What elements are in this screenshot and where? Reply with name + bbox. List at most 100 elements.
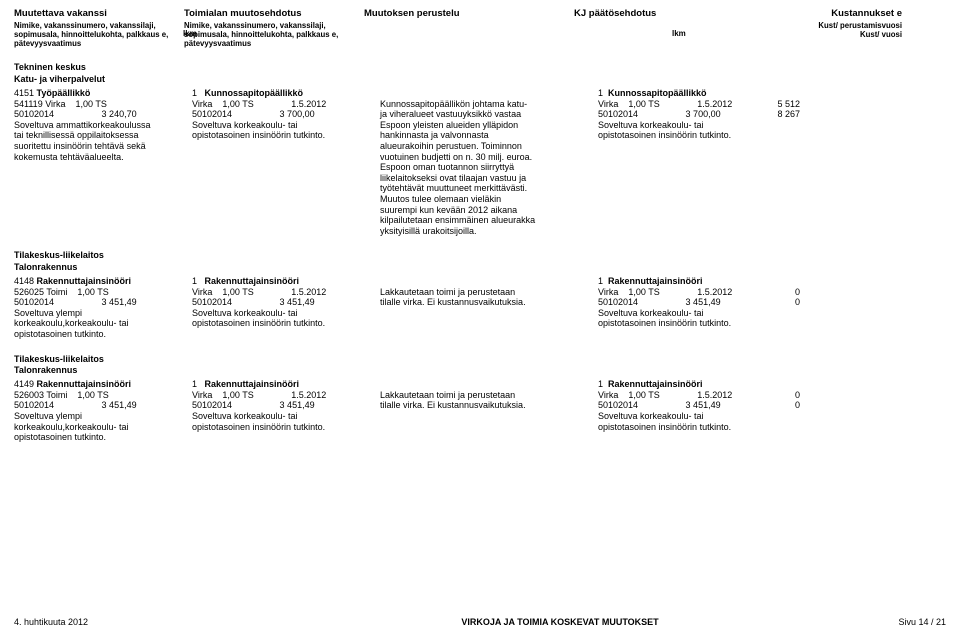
sub-c1b: sopimusala, hinnoittelukohta, palkkaus e…: [14, 30, 184, 39]
rec1-c13: yksityisillä urakoitsijoilla.: [380, 226, 590, 237]
record-1: 4151 Työpäällikkö 541119 Virka 1,00 TS 5…: [14, 88, 946, 237]
rec1-id: 4151: [14, 88, 37, 98]
rec3-c2: tilalle virka. Ei kustannusvaikutuksia.: [380, 400, 590, 411]
rec1-col4: 1 Kunnossapitopäällikkö Virka 1,00 TS 1.…: [598, 88, 750, 237]
rec1-b3: Soveltuva korkeakoulu- tai: [192, 120, 372, 131]
rec2-col1: 4148 Rakennuttajainsinööri 526025 Toimi …: [14, 276, 192, 340]
rec2-c1: Lakkautetaan toimi ja perustetaan: [380, 287, 590, 298]
rec2-e1: 0: [750, 287, 800, 298]
rec3-id: 4149: [14, 379, 37, 389]
rec2-a2: 526025 Toimi 1,00 TS: [14, 287, 184, 298]
sub-c5b: Kust/ vuosi: [722, 30, 908, 39]
rec3-col4: 1 Rakennuttajainsinööri Virka 1,00 TS 1.…: [598, 379, 750, 443]
rec3-e2: 0: [750, 400, 800, 411]
rec1-e2: 8 267: [750, 109, 800, 120]
rec3-col3: Lakkautetaan toimi ja perustetaan tilall…: [380, 379, 598, 443]
rec2-b2: 50102014 3 451,49: [192, 297, 372, 308]
lkm-label-2: lkm: [672, 29, 686, 39]
rec2-col4: 1 Rakennuttajainsinööri Virka 1,00 TS 1.…: [598, 276, 750, 340]
rec3-a3: 50102014 3 451,49: [14, 400, 184, 411]
rec1-d0b: Kunnossapitopäällikkö: [608, 88, 707, 98]
rec2-a4: Soveltuva ylempi: [14, 308, 184, 319]
hdr-col3: Muutoksen perustelu: [364, 8, 574, 20]
rec1-d1: Virka 1,00 TS 1.5.2012: [598, 99, 744, 110]
rec3-e1: 0: [750, 390, 800, 401]
sub-c5a: Kust/ perustamisvuosi: [722, 21, 908, 30]
rec1-c1: Kunnossapitopäällikön johtama katu-: [380, 99, 590, 110]
sub-c2a: Nimike, vakanssinumero, vakanssilaji,: [184, 21, 364, 30]
section2-title2: Talonrakennus: [14, 262, 946, 273]
rec1-c8: liikelaitokseksi ovat tilaajan vastuu ja: [380, 173, 590, 184]
rec1-col1: 4151 Työpäällikkö 541119 Virka 1,00 TS 5…: [14, 88, 192, 237]
page-footer: 4. huhtikuuta 2012 VIRKOJA JA TOIMIA KOS…: [14, 617, 946, 628]
rec2-b1: Virka 1,00 TS 1.5.2012: [192, 287, 372, 298]
rec3-a6: opistotasoinen tutkinto.: [14, 432, 184, 443]
rec2-a3: 50102014 3 451,49: [14, 297, 184, 308]
page: Muutettava vakanssi Toimialan muutosehdo…: [0, 0, 960, 636]
lkm-label-1: lkm: [183, 29, 197, 39]
table-subheader-1: Nimike, vakanssinumero, vakanssilaji, Ni…: [14, 21, 946, 30]
footer-page: Sivu 14 / 21: [806, 617, 946, 628]
rec2-b0b: Rakennuttajainsinööri: [205, 276, 300, 286]
rec1-b0b: Kunnossapitopäällikkö: [205, 88, 304, 98]
rec1-e1: 5 512: [750, 99, 800, 110]
rec1-d3: Soveltuva korkeakoulu- tai: [598, 120, 744, 131]
rec1-a7: kokemusta tehtäväalueelta.: [14, 152, 184, 163]
rec2-e2: 0: [750, 297, 800, 308]
rec1-c9: työtehtävät muuttuneet merkittävästi.: [380, 183, 590, 194]
rec1-col3: Kunnossapitopäällikön johtama katu- ja v…: [380, 88, 598, 237]
table-header: Muutettava vakanssi Toimialan muutosehdo…: [14, 8, 946, 20]
rec3-d1: Virka 1,00 TS 1.5.2012: [598, 390, 744, 401]
footer-title: VIRKOJA JA TOIMIA KOSKEVAT MUUTOKSET: [314, 617, 806, 628]
rec3-a2: 526003 Toimi 1,00 TS: [14, 390, 184, 401]
rec1-col2: 1 Kunnossapitopäällikkö Virka 1,00 TS 1.…: [192, 88, 380, 237]
rec2-d2: 50102014 3 451,49: [598, 297, 744, 308]
rec1-c6: vuotuinen budjetti on n. 30 milj. euroa.: [380, 152, 590, 163]
hdr-col2: Toimialan muutosehdotus: [184, 8, 364, 20]
rec3-a4: Soveltuva ylempi: [14, 411, 184, 422]
sub-c2c: pätevyysvaatimus: [184, 39, 364, 48]
rec1-c11: suurempi kun kevään 2012 aikana: [380, 205, 590, 216]
table-subheader-2: sopimusala, hinnoittelukohta, palkkaus e…: [14, 30, 946, 39]
hdr-col1: Muutettava vakanssi: [14, 8, 184, 20]
record-2: 4148 Rakennuttajainsinööri 526025 Toimi …: [14, 276, 946, 340]
rec3-b1: Virka 1,00 TS 1.5.2012: [192, 390, 372, 401]
rec3-d4: opistotasoinen insinöörin tutkinto.: [598, 422, 744, 433]
section2-title1: Tilakeskus-liikelaitos: [14, 250, 946, 261]
rec1-b0: 1: [192, 88, 197, 98]
hdr-col4: KJ päätösehdotus: [574, 8, 722, 20]
hdr-col5: Kustannukset e: [722, 8, 908, 20]
rec1-b1: Virka 1,00 TS 1.5.2012: [192, 99, 372, 110]
rec3-b0: 1: [192, 379, 197, 389]
rec1-a3: 50102014 3 240,70: [14, 109, 184, 120]
rec1-a2: 541119 Virka 1,00 TS: [14, 99, 184, 110]
rec2-d4: opistotasoinen insinöörin tutkinto.: [598, 318, 744, 329]
rec1-c2: ja viheralueet vastuuyksikkö vastaa: [380, 109, 590, 120]
rec3-c1: Lakkautetaan toimi ja perustetaan: [380, 390, 590, 401]
rec3-col1: 4149 Rakennuttajainsinööri 526003 Toimi …: [14, 379, 192, 443]
rec2-b0: 1: [192, 276, 197, 286]
rec2-b4: opistotasoinen insinöörin tutkinto.: [192, 318, 372, 329]
rec2-role: Rakennuttajainsinööri: [37, 276, 132, 286]
rec3-b2: 50102014 3 451,49: [192, 400, 372, 411]
rec2-d0b: Rakennuttajainsinööri: [608, 276, 703, 286]
sub-c1a: Nimike, vakanssinumero, vakanssilaji,: [14, 21, 184, 30]
rec1-role: Työpäällikkö: [37, 88, 91, 98]
section1-title2: Katu- ja viherpalvelut: [14, 74, 946, 85]
rec1-d4: opistotasoinen insinöörin tutkinto.: [598, 130, 744, 141]
rec2-a5: korkeakoulu,korkeakoulu- tai: [14, 318, 184, 329]
rec3-col2: 1 Rakennuttajainsinööri Virka 1,00 TS 1.…: [192, 379, 380, 443]
rec2-col5: 0 0: [750, 276, 800, 340]
rec2-a6: opistotasoinen tutkinto.: [14, 329, 184, 340]
rec3-role: Rakennuttajainsinööri: [37, 379, 132, 389]
rec1-c10: Muutos tulee olemaan vieläkin: [380, 194, 590, 205]
rec1-c5: alueurakoihin perustuen. Toiminnon: [380, 141, 590, 152]
section1-title1: Tekninen keskus: [14, 62, 946, 73]
rec2-d0: 1: [598, 276, 603, 286]
sub-c2b: sopimusala, hinnoittelukohta, palkkaus e…: [184, 30, 364, 39]
rec2-col3: Lakkautetaan toimi ja perustetaan tilall…: [380, 276, 598, 340]
rec1-c3: Espoon yleisten alueiden ylläpidon: [380, 120, 590, 131]
rec3-d3: Soveltuva korkeakoulu- tai: [598, 411, 744, 422]
rec1-a6: suoritettu insinöörin tehtävä sekä: [14, 141, 184, 152]
rec1-a4: Soveltuva ammattikorkeakoulussa: [14, 120, 184, 131]
